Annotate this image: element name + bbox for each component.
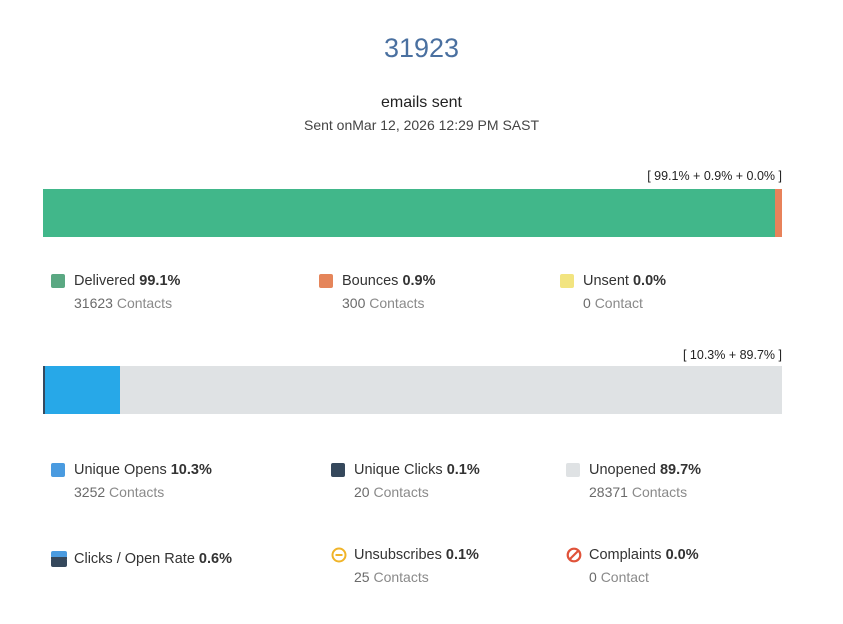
complaints-unit: Contact [600,569,649,585]
bounces-count: 300 [342,295,366,311]
ban-icon [566,547,582,563]
unsent-unit: Contact [594,295,643,311]
unsent-label: Unsent [583,273,629,289]
unsent-count: 0 [583,295,591,311]
bounces-percent: 0.9% [402,273,436,289]
unsent-swatch [560,274,574,288]
unique-opens-label: Unique Opens [74,462,167,478]
unopened-segment[interactable] [120,366,782,414]
unique-clicks-unit: Contacts [373,484,429,500]
sent-prefix: Sent on [303,117,353,133]
unopened-swatch [566,463,580,477]
unique-opens-segment[interactable] [45,366,121,414]
complaints-count: 0 [589,569,597,585]
unique-opens-count: 3252 [74,484,106,500]
bounces-swatch [319,274,333,288]
unique-opens-percent: 10.3% [170,462,212,478]
complaints-percent: 0.0% [665,547,699,563]
delivered-percent: 99.1% [139,273,181,289]
unique-clicks-swatch [331,463,345,477]
unique-opens-swatch [51,463,65,477]
minus-circle-icon [331,547,347,563]
metric-unsubscribes: Unsubscribes 0.1% 25 Contacts [331,546,479,586]
delivered-label: Delivered [74,273,136,289]
unopened-count: 28371 [589,484,628,500]
unsent-percent: 0.0% [632,273,667,289]
unsubscribes-percent: 0.1% [445,547,479,563]
unopened-label: Unopened [589,462,656,478]
unsubscribes-count: 25 [354,569,370,585]
bounces-label: Bounces [342,273,399,289]
unopened-percent: 89.7% [659,462,702,478]
emails-sent-total: 31923 [383,33,460,63]
metric-clicks-open-rate: Clicks / Open Rate 0.6% [51,550,232,568]
sent-date-line: Sent onMar 12, 2026 12:29 PM SAST [0,117,843,133]
unsubscribes-label: Unsubscribes [354,547,442,563]
delivered-unit: Contacts [116,295,173,311]
unsubscribes-unit: Contacts [373,569,429,585]
delivered-segment[interactable] [43,189,776,237]
legend-unique-clicks: Unique Clicks 0.1% 20 Contacts [331,461,480,501]
unique-clicks-count: 20 [354,484,370,500]
delivered-swatch [51,274,65,288]
bounces-segment[interactable] [775,189,782,237]
clicks-open-rate-percent: 0.6% [198,551,232,567]
sent-date: Mar 12, 2026 12:29 PM SAST [352,117,540,133]
legend-bounces: Bounces 0.9% 300 Contacts [319,272,436,312]
legend-unsent: Unsent 0.0% 0 Contact [560,272,666,312]
legend-delivered: Delivered 99.1% 31623 Contacts [51,272,180,312]
unique-clicks-label: Unique Clicks [354,462,443,478]
unopened-unit: Contacts [631,484,688,500]
delivery-summary: [ 99.1% + 0.9% + 0.0% ] [647,169,782,183]
bounces-unit: Contacts [369,295,425,311]
unique-clicks-segment[interactable] [43,366,45,414]
complaints-label: Complaints [589,547,662,563]
engagement-bar [43,366,782,414]
split-square-icon [51,551,67,567]
emails-sent-caption: emails sent [381,94,462,111]
metric-complaints: Complaints 0.0% 0 Contact [566,546,699,586]
unique-opens-unit: Contacts [109,484,165,500]
engagement-summary: [ 10.3% + 89.7% ] [682,348,782,362]
legend-unopened: Unopened 89.7% 28371 Contacts [566,461,701,501]
legend-unique-opens: Unique Opens 10.3% 3252 Contacts [51,461,212,501]
clicks-open-rate-label: Clicks / Open Rate [74,551,195,567]
delivery-bar [43,189,782,237]
delivered-count: 31623 [74,295,113,311]
unique-clicks-percent: 0.1% [446,462,480,478]
